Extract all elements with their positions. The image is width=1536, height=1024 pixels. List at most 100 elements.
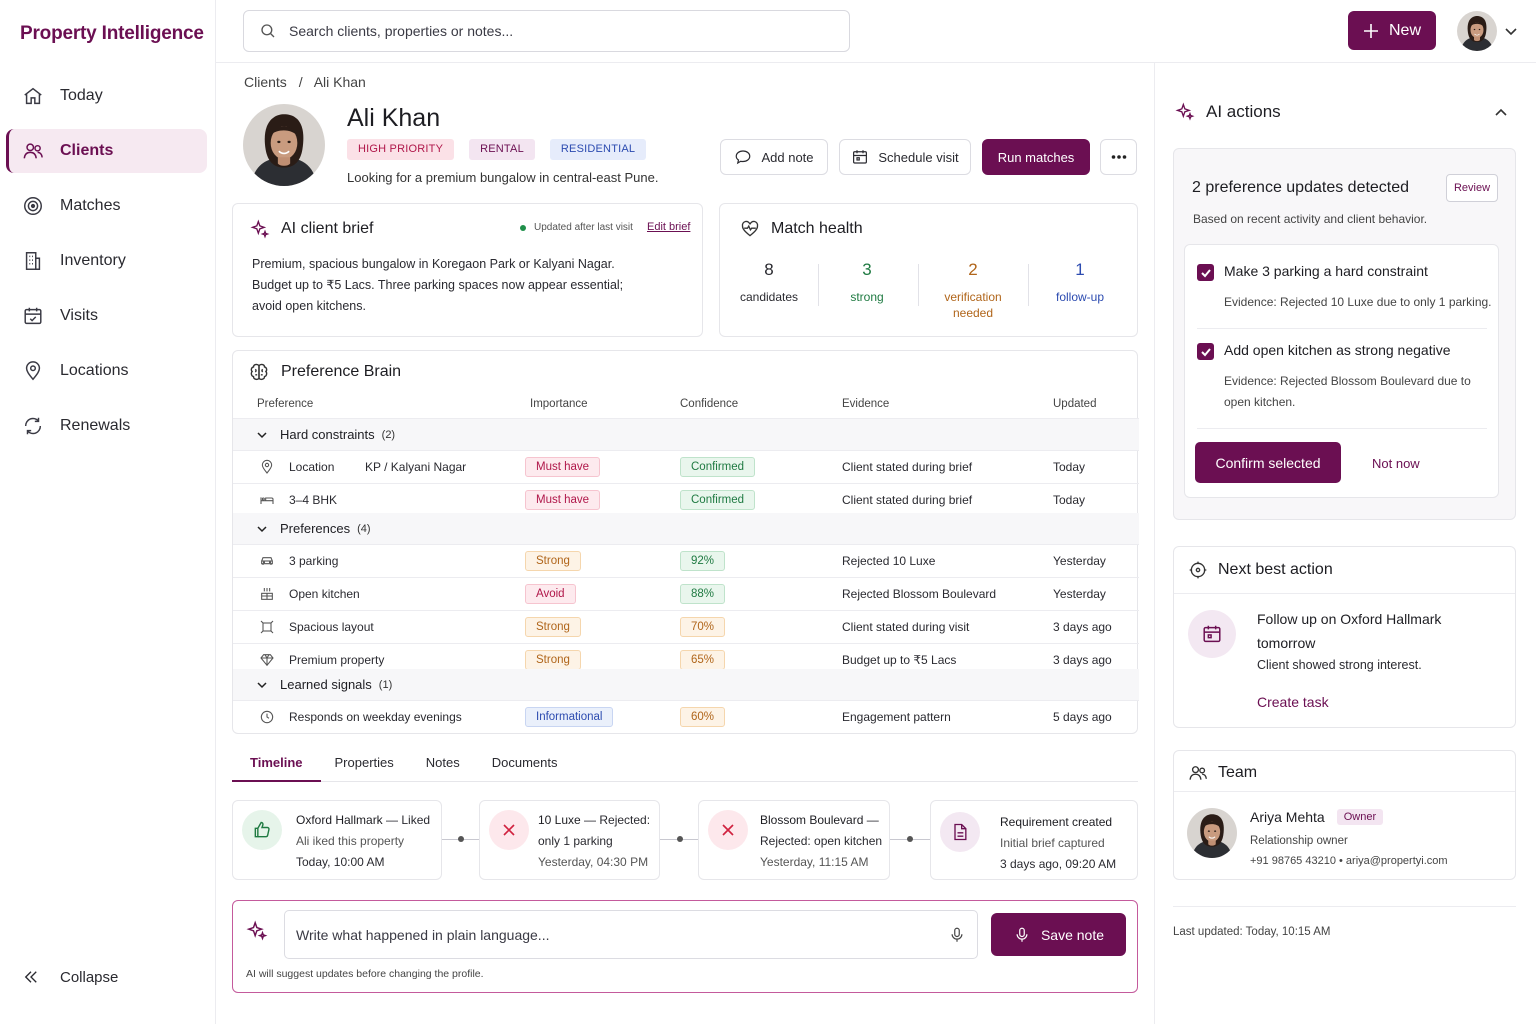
- clock-icon: [260, 710, 274, 724]
- note-input-wrap[interactable]: [284, 910, 978, 959]
- group-hard-constraints[interactable]: Hard constraints (2): [233, 419, 1139, 451]
- sidebar-item-label: Visits: [60, 307, 98, 324]
- calendar-icon: [1203, 625, 1221, 643]
- search-bar[interactable]: [243, 10, 850, 52]
- timeline-action: — Rejected:: [580, 813, 651, 827]
- table-row[interactable]: Responds on weekday evenings Information…: [233, 701, 1139, 733]
- page-title: Ali Khan: [347, 104, 441, 132]
- row-name: Responds on weekday evenings: [289, 710, 462, 724]
- timeline-card-oxford[interactable]: Oxford Hallmark — Liked Ali iked this pr…: [232, 800, 442, 880]
- schedule-visit-button[interactable]: Schedule visit: [839, 139, 971, 175]
- stat-follow-up[interactable]: 1 follow-up: [1030, 260, 1130, 321]
- sidebar-item-matches[interactable]: Matches: [6, 184, 207, 228]
- row-value: KP / Kalyani Nagar: [365, 460, 467, 474]
- row-evidence: Budget up to ₹5 Lacs: [842, 653, 957, 667]
- tab-properties[interactable]: Properties: [334, 755, 394, 770]
- more-options-button[interactable]: [1100, 139, 1137, 175]
- breadcrumb-clients[interactable]: Clients: [244, 74, 287, 90]
- group-count: (2): [381, 428, 396, 441]
- client-summary: Looking for a premium bungalow in centra…: [347, 170, 659, 185]
- review-button[interactable]: Review: [1446, 174, 1498, 202]
- header-divider: [216, 62, 1536, 63]
- group-label: Preferences: [280, 521, 351, 536]
- row-name: Premium property: [289, 653, 385, 667]
- stat-verification[interactable]: 2 verification needed: [916, 260, 1030, 321]
- update-checkbox[interactable]: [1197, 264, 1214, 281]
- sidebar-item-visits[interactable]: Visits: [6, 294, 207, 338]
- group-preferences[interactable]: Preferences (4): [233, 513, 1139, 545]
- collapse-button[interactable]: Collapse: [22, 968, 118, 986]
- create-task-link[interactable]: Create task: [1257, 694, 1329, 710]
- team-title-text: Team: [1218, 764, 1258, 781]
- table-row[interactable]: Open kitchen Avoid 88% Rejected Blossom …: [233, 578, 1139, 611]
- col-updated[interactable]: Updated: [1053, 398, 1097, 410]
- tab-documents[interactable]: Documents: [491, 755, 558, 770]
- preference-brain-title-text: Preference Brain: [281, 363, 402, 380]
- chevron-up-icon[interactable]: [1494, 106, 1508, 120]
- stat-number: 2: [968, 260, 978, 279]
- col-confidence[interactable]: Confidence: [680, 398, 739, 410]
- group-label: Learned signals: [280, 677, 372, 692]
- last-updated: Last updated: Today, 10:15 AM: [1173, 926, 1331, 938]
- col-evidence[interactable]: Evidence: [842, 398, 890, 410]
- microphone-icon[interactable]: [948, 926, 966, 944]
- sidebar-item-label: Locations: [60, 362, 129, 379]
- timeline-icon-wrap: [242, 810, 282, 850]
- brand-logo: Property Intelligence: [20, 23, 204, 44]
- breadcrumb-separator: /: [298, 74, 303, 90]
- search-input[interactable]: [289, 23, 809, 39]
- timeline-card-10-luxe[interactable]: 10 Luxe — Rejected: only 1 parking Yeste…: [479, 800, 660, 880]
- timeline-action: —: [863, 813, 879, 827]
- update-checkbox[interactable]: [1197, 343, 1214, 360]
- new-button[interactable]: New: [1348, 11, 1436, 50]
- collapse-label: Collapse: [60, 968, 119, 986]
- not-now-button[interactable]: Not now: [1372, 456, 1420, 471]
- ai-actions-header[interactable]: AI actions: [1175, 102, 1281, 122]
- brief-title: AI client brief: [250, 219, 373, 239]
- breadcrumb-current: Ali Khan: [313, 74, 366, 90]
- table-row[interactable]: Spacious layout Strong 70% Client stated…: [233, 611, 1139, 644]
- sidebar-item-label: Renewals: [60, 417, 131, 434]
- row-name: 3 parking: [289, 554, 339, 568]
- sidebar-item-renewals[interactable]: Renewals: [6, 404, 207, 448]
- group-count: (4): [357, 522, 371, 535]
- crosshair-icon: [1189, 561, 1207, 579]
- stat-candidates[interactable]: 8 candidates: [720, 260, 818, 321]
- add-note-button[interactable]: Add note: [720, 139, 828, 175]
- edit-brief-link[interactable]: Edit brief: [647, 221, 691, 233]
- sidebar-item-locations[interactable]: Locations: [6, 349, 207, 393]
- update-title: Add open kitchen as strong negative: [1224, 342, 1451, 358]
- table-row[interactable]: Location KP / Kalyani Nagar Must have Co…: [233, 451, 1139, 484]
- timeline-dot: [458, 836, 464, 842]
- note-input[interactable]: [296, 926, 936, 943]
- col-preference[interactable]: Preference: [257, 398, 314, 410]
- sidebar-item-clients[interactable]: Clients: [6, 129, 207, 173]
- brain-icon: [250, 363, 268, 381]
- user-avatar[interactable]: [1457, 11, 1497, 51]
- table-row[interactable]: 3 parking Strong 92% Rejected 10 Luxe Ye…: [233, 545, 1139, 578]
- group-learned-signals[interactable]: Learned signals (1): [233, 669, 1139, 701]
- calendar-icon: [24, 307, 42, 325]
- sidebar-item-inventory[interactable]: Inventory: [6, 239, 207, 283]
- ai-client-brief-card: AI client brief Updated after last visit…: [232, 203, 703, 337]
- tab-timeline[interactable]: Timeline: [232, 750, 321, 782]
- divider: [1197, 328, 1487, 329]
- divider: [1173, 906, 1516, 907]
- stat-strong[interactable]: 3 strong: [818, 260, 916, 321]
- chevron-down-icon[interactable]: [1504, 24, 1518, 38]
- document-icon: [954, 823, 967, 841]
- col-importance[interactable]: Importance: [530, 398, 588, 410]
- sidebar-item-today[interactable]: Today: [6, 74, 207, 118]
- run-matches-button[interactable]: Run matches: [982, 139, 1090, 175]
- save-note-button[interactable]: Save note: [991, 913, 1126, 956]
- timeline-card-blossom[interactable]: Blossom Boulevard — Rejected: open kitch…: [698, 800, 890, 880]
- team-member[interactable]: Ariya Mehta Owner: [1250, 809, 1384, 825]
- tab-notes[interactable]: Notes: [425, 755, 460, 770]
- timeline-detail: Rejected: open kitchen: [760, 834, 883, 848]
- confirm-selected-button[interactable]: Confirm selected: [1195, 442, 1341, 483]
- close-icon: [722, 824, 734, 836]
- timeline-card-requirement[interactable]: Requirement created Initial brief captur…: [930, 800, 1138, 880]
- sidebar: Property Intelligence Today Clients Matc…: [0, 0, 216, 1024]
- save-note-label: Save note: [1040, 926, 1105, 943]
- row-updated: 3 days ago: [1053, 620, 1112, 634]
